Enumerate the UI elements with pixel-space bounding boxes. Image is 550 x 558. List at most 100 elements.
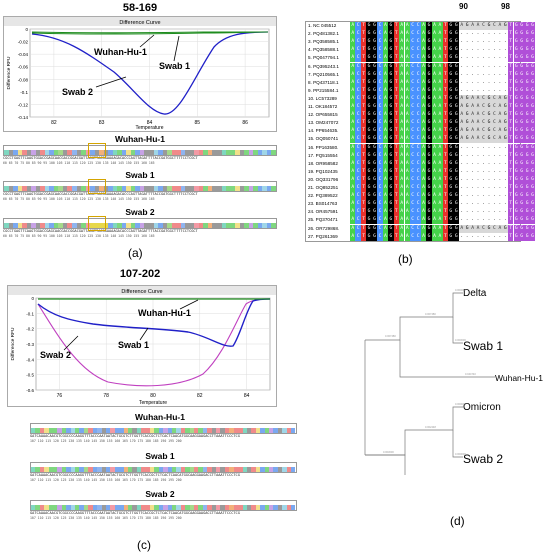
seq-block — [207, 150, 213, 155]
seq-block — [71, 186, 77, 191]
alignment-base: A — [404, 54, 410, 63]
alignment-base: . — [502, 200, 509, 209]
alignment-base: G — [513, 175, 519, 184]
seq-block — [31, 186, 36, 191]
seq-block — [189, 428, 195, 433]
alignment-base: G — [388, 192, 394, 201]
alignment-base: . — [475, 143, 481, 152]
seq-block — [211, 428, 217, 433]
seq-block — [244, 223, 249, 228]
alignment-base: G — [524, 78, 530, 87]
alignment-base: A — [404, 167, 410, 176]
alignment-base: G — [513, 62, 519, 71]
seq-block — [83, 428, 89, 433]
alignment-base: G — [388, 208, 394, 217]
alignment-base: T — [442, 232, 449, 241]
alignment-base: A — [420, 143, 427, 152]
alignment-base: G — [524, 200, 530, 209]
alignment-base: . — [502, 70, 509, 79]
alignment-row: 15. OQ050741 A C T G G C A G T A A C C A G A A T G G A G A A C G C A… — [306, 135, 536, 144]
alignment-base: A — [404, 46, 410, 55]
alignment-base: G — [426, 175, 432, 184]
seq-block — [242, 505, 247, 510]
alignment-base: G — [513, 232, 519, 241]
alignment-base: G — [453, 151, 459, 160]
alignment-base: G — [366, 111, 372, 120]
alignment-base: . — [459, 192, 465, 201]
alignment-base: . — [464, 159, 470, 168]
alignment-base: G — [524, 111, 530, 120]
seq-block — [242, 428, 247, 433]
alignment-base: A — [350, 127, 356, 136]
alignment-base: G — [513, 94, 519, 103]
alignment-base: A — [404, 78, 410, 87]
alignment-base: T — [360, 78, 367, 87]
alignment-base: G — [426, 78, 432, 87]
alignment-base: G — [453, 22, 459, 31]
alignment-base: T — [393, 159, 400, 168]
seq-block — [189, 223, 195, 228]
alignment-base: A — [399, 22, 405, 31]
alignment-base: A — [404, 151, 410, 160]
seq-block — [198, 223, 204, 228]
alignment-base: G — [529, 159, 536, 168]
alignment-base: G — [529, 175, 536, 184]
seq-block — [62, 223, 68, 228]
alignment-base: A — [431, 62, 438, 71]
alignment-row-name: 21. OQ852251 — [308, 185, 339, 190]
alignment-base: A — [459, 94, 465, 103]
alignment-base: G — [371, 62, 378, 71]
alignment-base: A — [399, 111, 405, 120]
alignment-base: A — [437, 135, 443, 144]
alignment-base: G — [388, 232, 394, 241]
alignment-base: G — [524, 151, 530, 160]
alignment-base: . — [486, 70, 492, 79]
alignment-base: G — [388, 167, 394, 176]
alignment-base: . — [469, 159, 476, 168]
alignment-base: A — [399, 224, 405, 233]
alignment-base: A — [475, 22, 481, 31]
alignment-row: 17. PQ515554 A C T G G C A G T A A C C A G A A T G G........… — [306, 151, 536, 160]
alignment-base: A — [431, 192, 438, 201]
alignment-base: C — [415, 151, 421, 160]
alignment-base: A — [399, 232, 405, 241]
alignment-base: A — [404, 62, 410, 71]
seq-block — [75, 505, 80, 510]
alignment-base: T — [360, 62, 367, 71]
panel-c-seq-title-1: Wuhan-Hu-1 — [135, 412, 185, 422]
alignment-base: A — [382, 119, 389, 128]
alignment-base: G — [371, 94, 378, 103]
seq-block — [207, 505, 212, 510]
alignment-base: C — [355, 167, 361, 176]
alignment-base: G — [388, 86, 394, 95]
seq-block — [266, 186, 272, 191]
alignment-base: G — [448, 78, 454, 87]
alignment-base: A — [469, 135, 476, 144]
alignment-base: G — [448, 22, 454, 31]
alignment-base: T — [360, 184, 367, 193]
alignment-base: G — [371, 159, 378, 168]
alignment-base: G — [426, 103, 432, 112]
alignment-row: 2. PQ481382.1 A C T G G C A G T A A C C A G A A T G G.......… — [306, 30, 536, 39]
alignment-base: A — [431, 30, 438, 39]
chart-header-bar — [4, 17, 276, 26]
alignment-base: G — [453, 86, 459, 95]
seq-block — [114, 505, 120, 510]
alignment-base: A — [437, 232, 443, 241]
alignment-base: G — [448, 167, 454, 176]
alignment-base: G — [524, 30, 530, 39]
seq-block — [141, 428, 146, 433]
alignment-base: A — [382, 70, 389, 79]
seq-block — [185, 467, 190, 472]
alignment-base: . — [497, 46, 503, 55]
alignment-base: . — [491, 167, 498, 176]
tree-branch-value: 0.002448 — [425, 425, 436, 429]
seq-block — [277, 428, 283, 433]
alignment-base: G — [426, 22, 432, 31]
seq-block — [153, 150, 159, 155]
seq-block — [171, 186, 177, 191]
y-tick-label: -0.2 — [26, 327, 34, 332]
alignment-base: A — [350, 184, 356, 193]
alignment-base: G — [371, 232, 378, 241]
alignment-base: T — [442, 46, 449, 55]
